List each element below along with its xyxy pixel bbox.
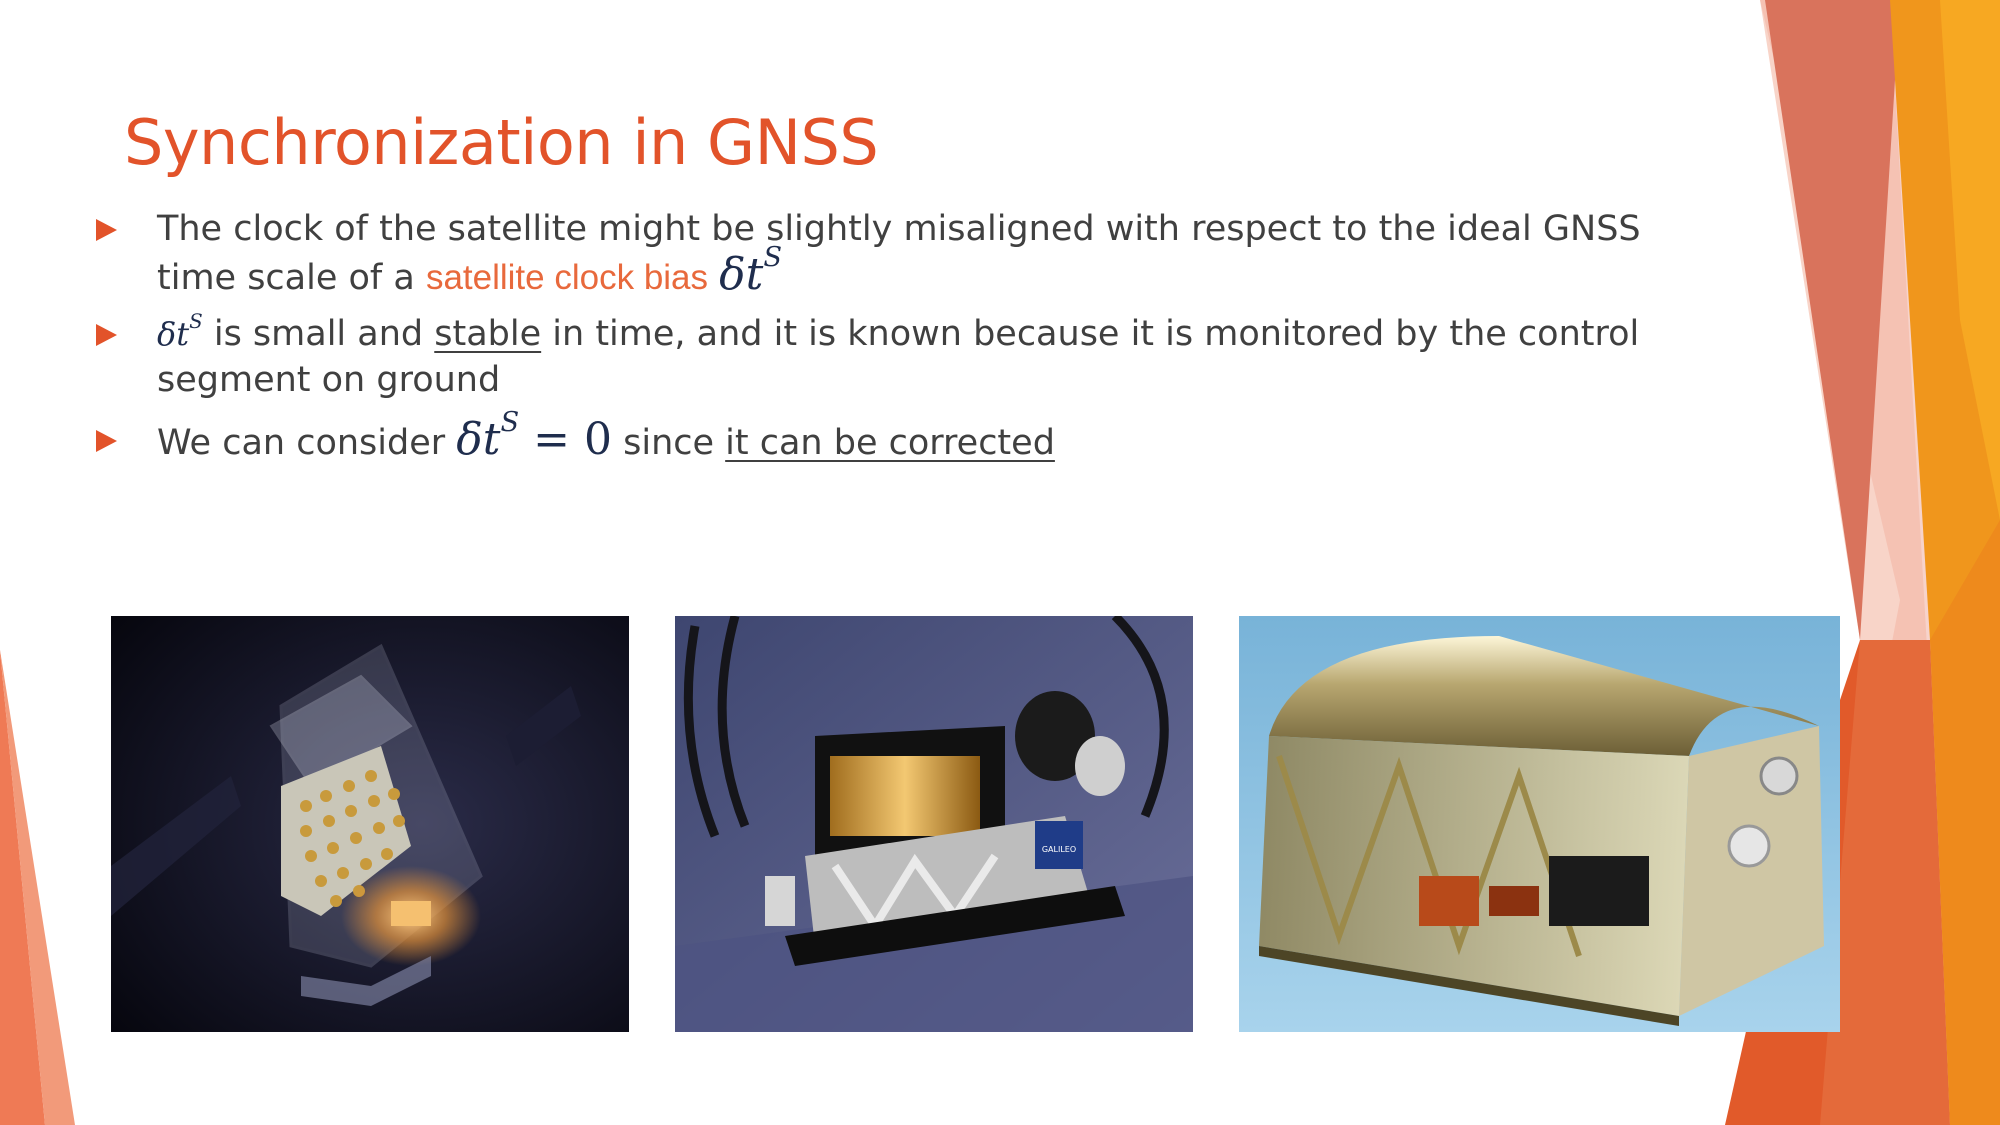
math-superscript: S (500, 406, 520, 438)
underlined-term: it can be corrected (725, 423, 1055, 463)
math-superscript: S (189, 310, 203, 334)
bullet-text: We can consider (157, 423, 457, 463)
math-base: δt (157, 315, 190, 353)
satellite-render-image (111, 616, 629, 1032)
clock-bias-equation: δtS = 0 (456, 409, 612, 465)
math-superscript: S (763, 241, 783, 273)
clock-module-render-image: GALILEO (675, 616, 1193, 1032)
atomic-clock-photo (1239, 616, 1840, 1032)
bullet-item: We can consider δtS = 0 since it can be … (96, 409, 1716, 466)
math-equals-zero: = 0 (519, 414, 612, 465)
bullet-item: δtS is small and stable in time, and it … (96, 311, 1716, 403)
clock-bias-symbol: δtS (157, 312, 203, 353)
bullet-text: in time, and it is known because it is m… (157, 314, 1640, 400)
clock-bias-symbol: δtS (719, 244, 782, 300)
triangle-bullet-icon (96, 430, 117, 452)
galileo-badge (1035, 821, 1083, 869)
satellite-clock-bias-term: satellite clock bias (425, 258, 709, 297)
triangle-bullet-icon (96, 219, 117, 241)
bullet-item: The clock of the satellite might be slig… (96, 206, 1716, 301)
underlined-term: stable (434, 314, 542, 354)
math-base: δt (456, 414, 501, 465)
galileo-badge-label: GALILEO (1042, 845, 1076, 854)
bullet-list: The clock of the satellite might be slig… (96, 206, 1716, 476)
bullet-text: since (611, 423, 726, 463)
math-base: δt (719, 249, 764, 300)
bullet-text: The clock of the satellite might be slig… (157, 209, 1641, 298)
slide-title: Synchronization in GNSS (124, 106, 879, 179)
triangle-bullet-icon (96, 324, 117, 346)
bullet-text: is small and (202, 314, 435, 354)
